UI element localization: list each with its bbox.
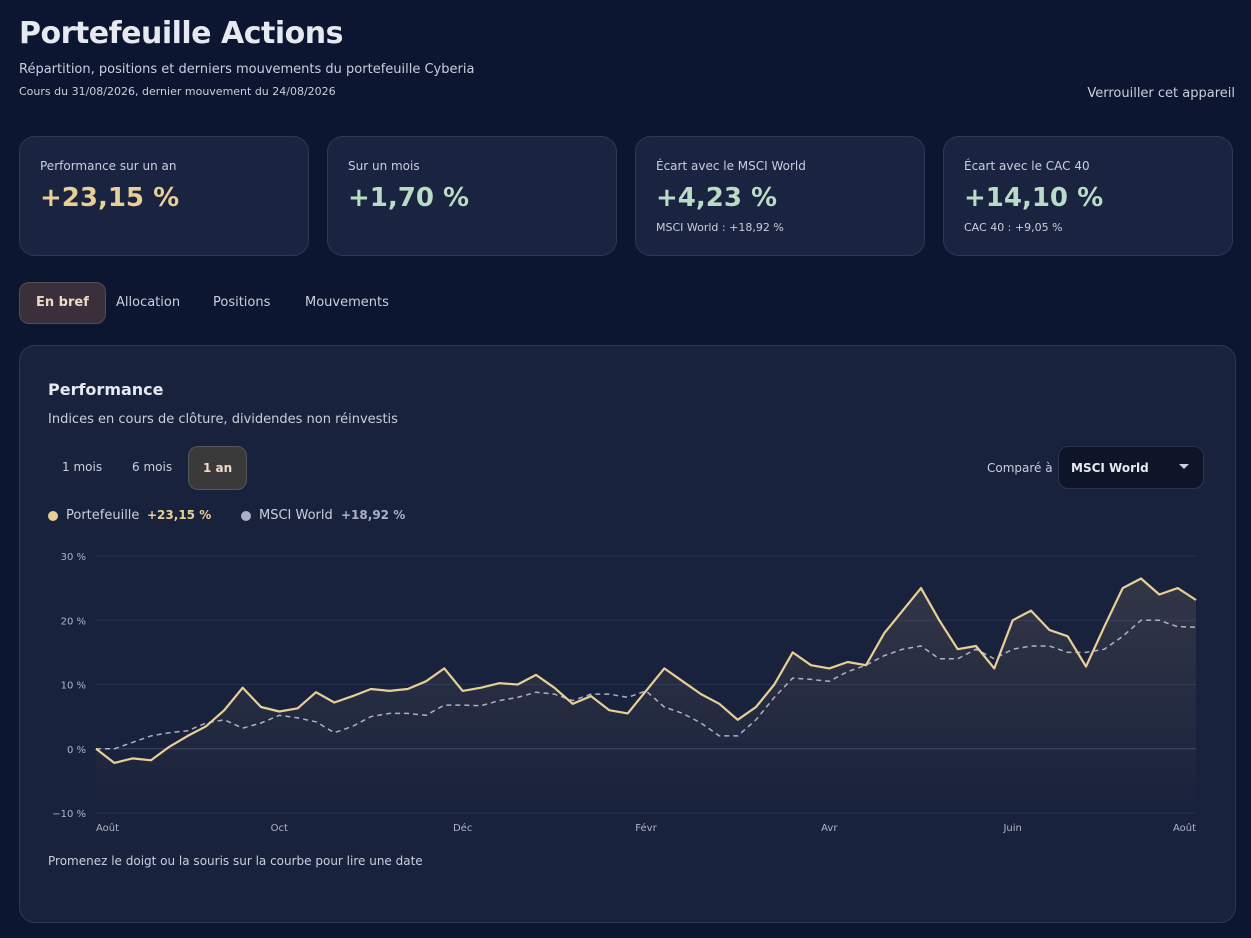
series-line [95, 577, 1197, 764]
x-tick-label: Août [1173, 822, 1196, 834]
hint: Promenez le doigt ou la souris sur la co… [48, 854, 423, 868]
y-tick-label: −10 % [52, 809, 86, 820]
x-tick-label: Déc [453, 822, 472, 834]
compare-select[interactable]: MSCI World [1058, 446, 1204, 489]
legend-value: +23,15 % [147, 508, 212, 522]
x-tick-label: Oct [271, 823, 288, 834]
legend-dot [48, 511, 58, 521]
kpi-value: +23,15 % [40, 183, 180, 213]
legend-dot [241, 511, 251, 521]
lock-link[interactable]: Verrouiller cet appareil [1087, 86, 1235, 101]
kpi-card: Performance sur un an +23,15 % [19, 136, 309, 256]
x-tick-label: Févr [635, 822, 657, 834]
compare-label: Comparé à [987, 461, 1053, 475]
range-button[interactable]: 1 an [188, 446, 248, 490]
legend-name: MSCI World [259, 508, 333, 523]
kpi-value: +4,23 % [656, 183, 778, 213]
dates: Cours du 31/08/2026, dernier mouvement d… [19, 85, 336, 98]
legend-value: +18,92 % [341, 508, 406, 522]
kpi-note: CAC 40 : +9,05 % [964, 221, 1063, 234]
kpi-value: +14,10 % [964, 183, 1104, 213]
range-button[interactable]: 1 mois [62, 460, 103, 474]
caret [1179, 464, 1189, 469]
panel-title: Performance [48, 380, 164, 399]
page-title: Portefeuille Actions [19, 16, 343, 51]
kpi-label: Sur un mois [348, 159, 420, 173]
subtitle: Répartition, positions et derniers mouve… [19, 62, 475, 77]
tab[interactable]: Positions [213, 295, 271, 310]
kpi-card: Sur un mois +1,70 % [327, 136, 617, 256]
kpi-card: Écart avec le MSCI World +4,23 % MSCI Worl… [635, 136, 925, 256]
y-tick-label: 30 % [61, 552, 86, 563]
x-tick-label: Avr [821, 823, 838, 834]
y-tick-label: 10 % [61, 681, 86, 692]
kpi-note: MSCI World : +18,92 % [656, 221, 784, 234]
compare-value: MSCI World [1071, 461, 1149, 475]
kpi-label: Écart avec le CAC 40 [964, 159, 1090, 173]
y-tick-label: 20 % [61, 616, 86, 627]
legend-name: Portefeuille [66, 508, 140, 523]
x-tick-label: Août [96, 822, 119, 834]
tab[interactable]: Allocation [116, 295, 181, 310]
panel-subtitle: Indices en cours de clôture, dividendes … [48, 412, 398, 427]
kpi-label: Écart avec le MSCI World [656, 159, 806, 173]
range-button[interactable]: 6 mois [132, 460, 173, 474]
kpi-label: Performance sur un an [40, 159, 177, 173]
x-tick-label: Juin [1002, 823, 1021, 834]
y-tick-label: 0 % [67, 745, 86, 756]
area [96, 578, 1196, 813]
kpi-card: Écart avec le CAC 40 +14,10 % CAC 40 : +9,… [943, 136, 1233, 256]
tab[interactable]: Mouvements [305, 295, 389, 310]
tab[interactable]: En bref [19, 282, 106, 324]
kpi-value: +1,70 % [348, 183, 470, 213]
panel: Performance Indices en cours de clôture,… [19, 345, 1236, 923]
